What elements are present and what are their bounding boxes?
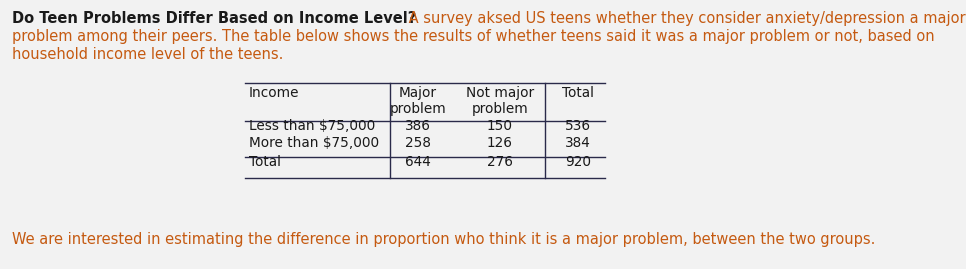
Text: Income: Income — [249, 86, 299, 100]
Text: problem among their peers. The table below shows the results of whether teens sa: problem among their peers. The table bel… — [12, 29, 935, 44]
Text: We are interested in estimating the difference in proportion who think it is a m: We are interested in estimating the diff… — [12, 232, 875, 247]
Text: 150: 150 — [487, 119, 513, 133]
Text: Total: Total — [562, 86, 594, 100]
Text: Do Teen Problems Differ Based on Income Level?: Do Teen Problems Differ Based on Income … — [12, 11, 416, 26]
Text: More than $75,000: More than $75,000 — [249, 136, 379, 150]
Text: 384: 384 — [565, 136, 591, 150]
Text: 644: 644 — [405, 155, 431, 169]
Text: 386: 386 — [405, 119, 431, 133]
Text: 920: 920 — [565, 155, 591, 169]
Text: Total: Total — [249, 155, 281, 169]
Text: household income level of the teens.: household income level of the teens. — [12, 47, 283, 62]
Text: 126: 126 — [487, 136, 513, 150]
Text: Major
problem: Major problem — [389, 86, 446, 116]
Text: 276: 276 — [487, 155, 513, 169]
Text: 536: 536 — [565, 119, 591, 133]
Text: A survey aksed US teens whether they consider anxiety/depression a major: A survey aksed US teens whether they con… — [405, 11, 966, 26]
Text: Less than $75,000: Less than $75,000 — [249, 119, 375, 133]
Text: Not major
problem: Not major problem — [466, 86, 534, 116]
Text: 258: 258 — [405, 136, 431, 150]
